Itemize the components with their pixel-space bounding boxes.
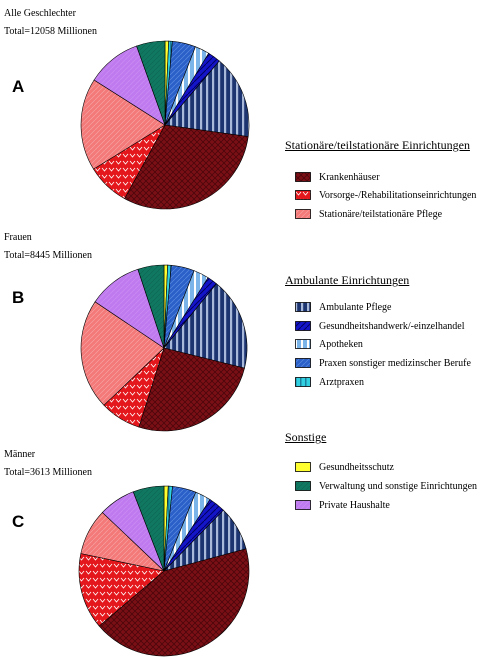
panel-b-letter: B [12, 288, 25, 307]
pie-slice-ap [163, 283, 248, 369]
legend-item-apo: Apotheken [295, 338, 363, 350]
legend-item-vr: Vorsorge-/Rehabilitationseinrichtungen [295, 189, 476, 201]
legend-swatch-apo [295, 339, 311, 349]
legend-label-pm: Praxen sonstiger medizinscher Berufe [319, 357, 471, 369]
pie-slice-vw [132, 485, 165, 572]
panel-b-total: Total=8445 Millionen [4, 250, 92, 261]
pie-slice-ap [164, 60, 250, 137]
panel-c-total: Total=3613 Millionen [4, 467, 92, 478]
legend-group-title-ambulant: Ambulante Einrichtungen [285, 273, 410, 287]
legend-label-kh: Krankenhäuser [319, 171, 380, 183]
legend-label-gs: Gesundheitsschutz [319, 461, 394, 473]
legend-swatch-az [295, 377, 311, 387]
legend-swatch-ph [295, 500, 311, 510]
pie-slice-vw [136, 40, 166, 126]
legend-label-ap: Ambulante Pflege [319, 301, 392, 313]
legend-swatch-vw [295, 481, 311, 491]
legend-swatch-sp [295, 209, 311, 219]
legend-label-apo: Apotheken [319, 338, 363, 350]
pie-slice-sp [80, 79, 166, 170]
legend-swatch-kh [295, 172, 311, 182]
pie-slice-kh [124, 124, 249, 210]
legend-item-gs: Gesundheitsschutz [295, 461, 394, 473]
legend-swatch-pm [295, 358, 311, 368]
pie-chart-b [80, 264, 248, 432]
legend-item-gh: Gesundheitshandwerk/-einzelhandel [295, 320, 465, 332]
legend-item-pm: Praxen sonstiger medizinscher Berufe [295, 357, 471, 369]
legend-item-ap: Ambulante Pflege [295, 301, 391, 313]
panel-c-caption: Männer [4, 449, 36, 460]
legend-label-sp: Stationäre/teilstationäre Pflege [319, 208, 443, 220]
pie-slice-sp [80, 301, 165, 406]
panel-c-letter: C [12, 512, 25, 531]
legend-swatch-gs [295, 462, 311, 472]
panel-a-caption: Alle Geschlechter [4, 8, 76, 19]
legend-label-vr: Vorsorge-/Rehabilitationseinrichtungen [319, 189, 477, 201]
legend-label-gh: Gesundheitshandwerk/-einzelhandel [319, 320, 465, 332]
legend-item-sp: Stationäre/teilstationäre Pflege [295, 208, 442, 220]
pie-slice-kh [98, 548, 250, 657]
legend-label-ph: Private Haushalte [319, 499, 390, 511]
legend-swatch-ap [295, 302, 311, 312]
legend-item-kh: Krankenhäuser [295, 171, 380, 183]
legend-item-vw: Verwaltung und sonstige Einrichtungen [295, 480, 477, 492]
panel-b-caption: Frauen [4, 232, 32, 243]
legend-label-az: Arztpraxen [319, 376, 364, 388]
panel-a-total: Total=12058 Millionen [4, 26, 97, 37]
panel-a-letter: A [12, 77, 25, 96]
legend-label-vw: Verwaltung und sonstige Einrichtungen [319, 480, 478, 492]
legend-swatch-vr [295, 190, 311, 200]
pie-slice-kh [138, 347, 245, 432]
pie-slice-vw [137, 264, 165, 349]
legend-swatch-gh [295, 321, 311, 331]
legend-group-title-stationaer: Stationäre/teilstationäre Einrichtungen [285, 138, 470, 152]
pie-chart-c [78, 485, 250, 657]
legend-item-az: Arztpraxen [295, 376, 364, 388]
pie-slice-vr [78, 553, 165, 627]
pie-chart-a [80, 40, 250, 210]
legend-group-title-sonstige: Sonstige [285, 430, 327, 444]
legend-item-ph: Private Haushalte [295, 499, 390, 511]
